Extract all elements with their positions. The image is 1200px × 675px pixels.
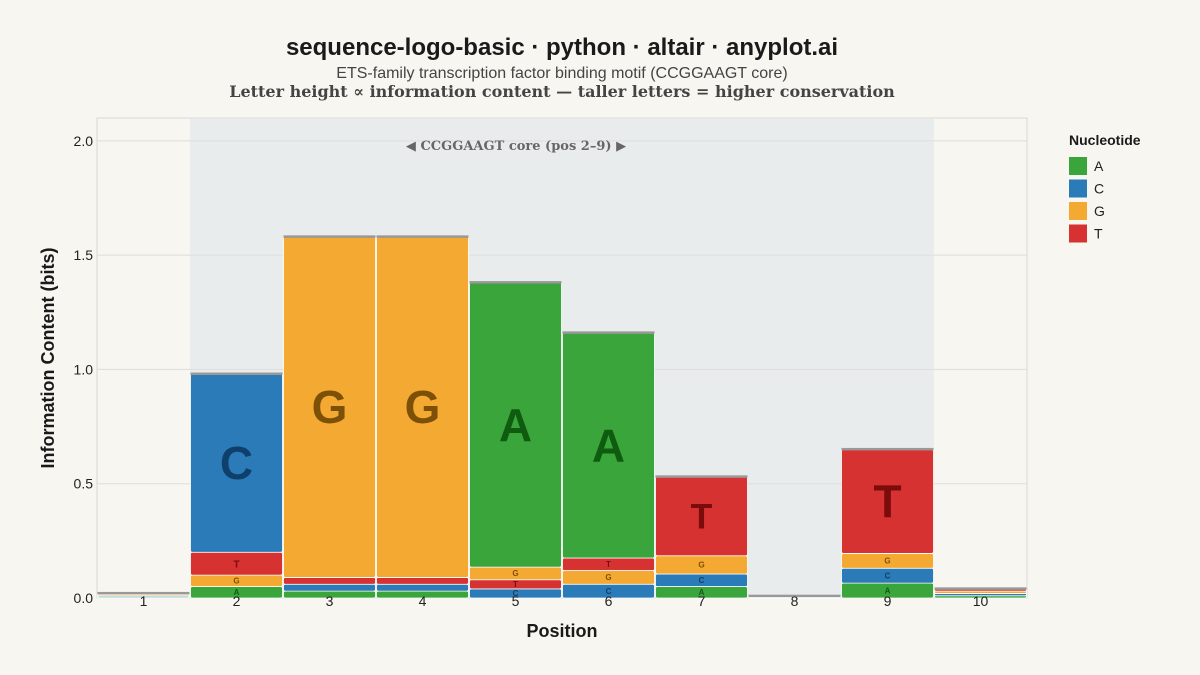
stack-position-6: CGT A: [562, 331, 655, 599]
glyph-G-pos4: G: [405, 381, 441, 433]
stack-position-4: G: [376, 235, 469, 599]
y-tick-label: 1.5: [74, 247, 94, 263]
x-tick-label: 4: [419, 593, 427, 609]
core-annotation: ◀ CCGGAAGT core (pos 2–9) ▶: [406, 139, 626, 154]
chart-title: sequence-logo-basic · python · altair · …: [286, 34, 838, 61]
glyph-C-pos5: C: [513, 589, 519, 598]
glyph-T-pos9: T: [873, 476, 901, 528]
stack-cap: [934, 587, 1027, 590]
y-tick-label: 0.0: [74, 590, 94, 606]
stack-cap: [190, 372, 283, 375]
legend-swatch-A: [1069, 157, 1087, 175]
legend-swatch-G: [1069, 202, 1087, 220]
bar-T-pos4: [376, 577, 469, 585]
chart-subtitle-note: Letter height ∝ information content — ta…: [229, 82, 895, 101]
legend-swatch-T: [1069, 224, 1087, 243]
stack-position-5: CTG A: [469, 281, 562, 599]
y-axis-title: Information Content (bits): [38, 248, 58, 469]
legend-swatch-C: [1069, 179, 1087, 198]
stack-cap: [469, 281, 562, 284]
x-tick-label: 9: [884, 593, 892, 609]
x-tick-label: 2: [233, 593, 241, 609]
y-tick-label: 1.0: [74, 361, 94, 377]
plot-area: 0.0 0.5 1.0 1.5 2.0 ◀ CCGGAAGT core (pos 2–9)…: [74, 117, 1028, 609]
stack-position-3: G: [283, 235, 376, 599]
stack-position-7: ACG T: [655, 475, 748, 599]
glyph-T-pos6: T: [606, 560, 611, 569]
legend-label-A: A: [1094, 158, 1104, 174]
stack-cap: [748, 594, 841, 598]
glyph-G-pos3: G: [312, 381, 348, 433]
x-tick-label: 5: [512, 593, 520, 609]
legend-label-C: C: [1094, 181, 1104, 197]
x-tick-label: 7: [698, 593, 706, 609]
glyph-G-pos2: G: [233, 577, 239, 586]
glyph-A-pos2: A: [234, 588, 240, 597]
glyph-A-pos9: A: [885, 586, 891, 595]
legend-label-G: G: [1094, 203, 1105, 219]
stack-cap: [841, 447, 934, 451]
x-tick-label: 6: [605, 593, 613, 609]
bar-T-pos3: [283, 577, 376, 585]
x-tick-label: 10: [973, 593, 989, 609]
glyph-T-pos2: T: [233, 559, 240, 570]
glyph-T-pos7: T: [691, 497, 713, 537]
stack-position-9: ACG T: [841, 447, 934, 599]
stack-cap: [376, 235, 469, 238]
glyph-A-pos5: A: [499, 399, 532, 451]
glyph-C-pos7: C: [699, 576, 705, 585]
glyph-C-pos2: C: [220, 437, 253, 489]
y-tick-label: 2.0: [74, 133, 94, 149]
stack-position-2: AGT C: [190, 372, 283, 599]
stack-cap: [562, 331, 655, 334]
glyph-C-pos6: C: [606, 587, 612, 596]
x-tick-label: 3: [326, 593, 334, 609]
bar-C-pos3: [283, 583, 376, 592]
x-tick-label: 1: [140, 593, 148, 609]
glyph-T-pos5: T: [513, 580, 518, 589]
glyph-G-pos7: G: [698, 561, 704, 570]
x-axis-title: Position: [527, 621, 598, 641]
legend-title: Nucleotide: [1069, 132, 1141, 148]
stack-position-10: [934, 587, 1027, 599]
glyph-C-pos9: C: [885, 572, 891, 581]
x-tick-label: 8: [791, 593, 799, 609]
stack-cap: [655, 475, 748, 478]
stack-cap: [283, 235, 376, 238]
stack-position-1: [97, 591, 190, 599]
glyph-G-pos9: G: [884, 557, 890, 566]
glyph-A-pos6: A: [592, 420, 625, 472]
glyph-A-pos7: A: [699, 588, 705, 597]
stack-position-8: [748, 594, 841, 599]
glyph-G-pos6: G: [605, 573, 611, 582]
glyph-G-pos5: G: [512, 569, 518, 578]
bar-C-pos4: [376, 583, 469, 592]
stack-cap: [97, 591, 190, 595]
legend-label-T: T: [1094, 226, 1103, 242]
chart-subtitle: ETS-family transcription factor binding …: [336, 65, 787, 82]
y-tick-label: 0.5: [74, 476, 94, 492]
